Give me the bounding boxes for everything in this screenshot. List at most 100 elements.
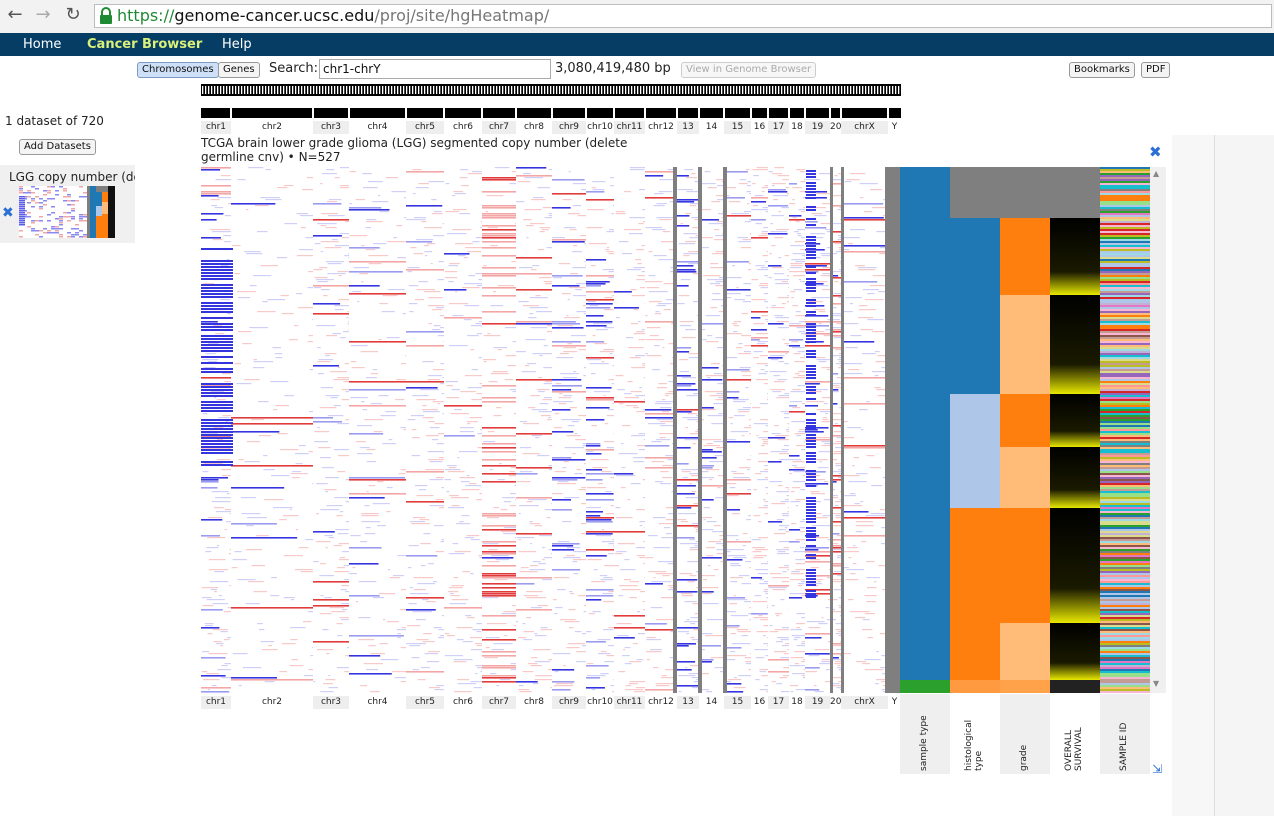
survival-block <box>1050 680 1100 693</box>
sample-type-recurrent <box>900 680 950 693</box>
chromosome-label[interactable]: 15 <box>724 121 751 134</box>
clinical-features[interactable] <box>887 167 1150 693</box>
chromosome-label[interactable]: chr2 <box>231 696 313 709</box>
chromosome-label[interactable]: chr12 <box>645 121 677 134</box>
bookmarks-button[interactable]: Bookmarks <box>1069 62 1135 78</box>
grade-block <box>1000 394 1050 447</box>
chromosome-label[interactable]: 16 <box>751 121 768 134</box>
browser-toolbar: ← → ↻ https://genome-cancer.ucsc.edu/pro… <box>0 0 1274 34</box>
chromosome-label[interactable]: chr11 <box>614 696 645 709</box>
feature-label-overall-survival[interactable]: OVERALL SURVIVAL <box>1064 727 1084 771</box>
chromosome-label[interactable]: 15 <box>724 696 751 709</box>
search-input[interactable] <box>319 59 551 79</box>
chromosome-label[interactable]: 14 <box>699 696 724 709</box>
chromosome-label[interactable]: chr10 <box>586 121 614 134</box>
feature-label-sample-type-bg <box>900 694 950 774</box>
grade-block <box>1000 623 1050 680</box>
resize-handle-icon[interactable]: ⇲ <box>1152 762 1163 776</box>
chromosome-label[interactable]: chr8 <box>516 696 552 709</box>
chromosome-label[interactable]: chr1 <box>201 121 231 134</box>
chromosome-label[interactable]: chrX <box>841 121 888 134</box>
sample-type-column <box>900 167 950 680</box>
chromosome-label[interactable]: 17 <box>768 121 789 134</box>
chromosome-label[interactable]: chrX <box>841 696 888 709</box>
close-panel-icon[interactable]: ✖ <box>1149 143 1162 161</box>
pdf-button[interactable]: PDF <box>1141 62 1171 78</box>
chromosome-label[interactable]: chr9 <box>552 121 586 134</box>
chromosome-label[interactable]: 17 <box>768 696 789 709</box>
feature-label-sample-id[interactable]: SAMPLE ID <box>1119 722 1129 771</box>
feature-label-sample-id-bg <box>1100 694 1150 774</box>
reload-icon[interactable]: ↻ <box>65 4 81 25</box>
panel-margin <box>1172 135 1216 816</box>
histology-block <box>950 218 1000 394</box>
heatmap-scrollbar[interactable]: ▲ ▼ <box>1150 167 1166 693</box>
chromosome-label[interactable]: chr6 <box>444 121 482 134</box>
chromosome-label[interactable]: Y <box>888 121 901 134</box>
heatmap-edge <box>885 167 887 693</box>
chromosome-label[interactable]: chr8 <box>516 121 552 134</box>
chromosome-label[interactable]: 14 <box>699 121 724 134</box>
chromosome-label[interactable]: chr1 <box>201 696 231 709</box>
feature-label-histological-type[interactable]: histological type <box>964 719 984 771</box>
chromosome-label[interactable]: 18 <box>789 121 805 134</box>
feature-label-sample-type[interactable]: sample type <box>919 715 929 771</box>
back-arrow-icon[interactable]: ← <box>7 4 23 25</box>
nav-help[interactable]: Help <box>222 37 252 52</box>
chromosome-label[interactable]: 13 <box>677 121 699 134</box>
chromosome-label[interactable]: chr7 <box>482 121 516 134</box>
copy-number-heatmap[interactable] <box>201 167 887 693</box>
chromosomes-button[interactable]: Chromosomes <box>137 62 219 78</box>
chromosome-label[interactable]: 20 <box>830 696 842 709</box>
add-datasets-button[interactable]: Add Datasets <box>19 139 96 155</box>
chromosome-label[interactable]: 20 <box>830 121 842 134</box>
chromosome-ideogram[interactable] <box>201 84 901 118</box>
chromosome-label[interactable]: chr2 <box>231 121 313 134</box>
address-bar[interactable]: https://genome-cancer.ucsc.edu/proj/site… <box>94 4 1272 28</box>
forward-arrow-icon[interactable]: → <box>35 4 51 25</box>
chromosome-label[interactable]: 13 <box>677 696 699 709</box>
survival-block <box>1050 295 1100 394</box>
chromosome-label[interactable]: 19 <box>805 696 830 709</box>
url-text: https://genome-cancer.ucsc.edu/proj/site… <box>117 6 550 25</box>
genes-button[interactable]: Genes <box>218 62 260 78</box>
sample-separator <box>841 167 844 693</box>
chromosome-label[interactable]: chr4 <box>349 696 406 709</box>
chromosome-label[interactable]: chr6 <box>444 696 482 709</box>
chromosome-label[interactable]: chr3 <box>313 121 349 134</box>
survival-block <box>1050 508 1100 623</box>
chromosome-label[interactable]: 16 <box>751 696 768 709</box>
histology-block <box>950 508 1000 680</box>
scroll-up-icon[interactable]: ▲ <box>1153 169 1160 178</box>
search-label: Search: <box>269 61 319 76</box>
chromosome-label[interactable]: chr7 <box>482 696 516 709</box>
nav-home[interactable]: Home <box>23 37 62 52</box>
view-in-genome-browser-button[interactable]: View in Genome Browser <box>681 62 817 78</box>
chromosome-labels-top: chr1 chr2 chr3 chr4 chr5 chr6 chr7 chr8 chr9 chr1… <box>0 121 1274 134</box>
survival-block <box>1050 167 1100 218</box>
chromosome-label[interactable]: chr5 <box>406 121 444 134</box>
survival-block <box>1050 394 1100 447</box>
remove-dataset-icon[interactable]: ✖ <box>2 205 14 221</box>
grade-block <box>1000 447 1050 508</box>
page-scrollbar[interactable] <box>1214 135 1274 816</box>
feature-gap <box>887 167 900 693</box>
chromosome-label[interactable]: chr4 <box>349 121 406 134</box>
nav-cancer-browser[interactable]: Cancer Browser <box>87 37 203 52</box>
chromosome-label[interactable]: chr3 <box>313 696 349 709</box>
chromosome-label[interactable]: 18 <box>789 696 805 709</box>
chromosome-label[interactable]: chr5 <box>406 696 444 709</box>
feature-label-grade[interactable]: grade <box>1019 744 1029 771</box>
survival-block <box>1050 447 1100 508</box>
chromosome-label[interactable]: chr10 <box>586 696 614 709</box>
histology-block <box>950 394 1000 508</box>
chromosome-label[interactable]: chr9 <box>552 696 586 709</box>
lock-icon <box>100 7 112 24</box>
scroll-down-icon[interactable]: ▼ <box>1153 679 1160 688</box>
dataset-thumbnail[interactable] <box>19 186 115 238</box>
chromosome-label[interactable]: 19 <box>805 121 830 134</box>
survival-block <box>1050 623 1100 680</box>
chromosome-label[interactable]: chr11 <box>614 121 645 134</box>
chromosome-label[interactable]: chr12 <box>645 696 677 709</box>
chromosome-label[interactable]: Y <box>888 696 901 709</box>
